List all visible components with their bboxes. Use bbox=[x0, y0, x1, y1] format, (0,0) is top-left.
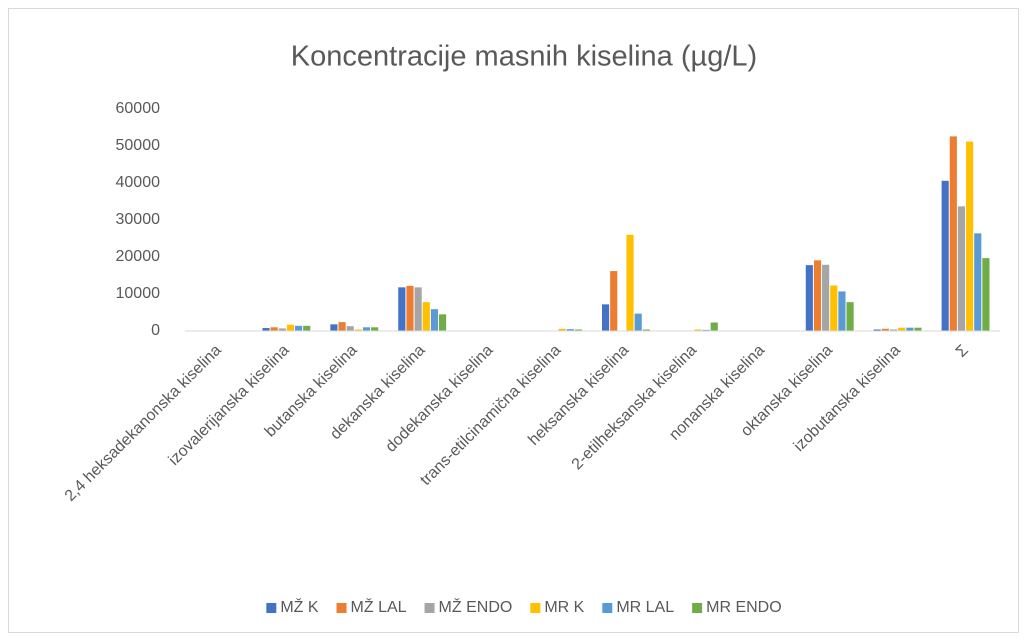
bar bbox=[873, 329, 881, 331]
legend-swatch bbox=[530, 603, 541, 613]
bar bbox=[602, 304, 610, 331]
bar bbox=[914, 327, 922, 331]
chart-border bbox=[8, 8, 1019, 633]
bar bbox=[982, 258, 990, 331]
legend-label: MŽ LAL bbox=[351, 597, 407, 616]
bar bbox=[813, 260, 822, 331]
bar bbox=[278, 328, 286, 331]
bar bbox=[414, 287, 422, 331]
bar bbox=[262, 328, 270, 331]
bar bbox=[949, 136, 957, 331]
bar bbox=[558, 328, 566, 331]
bar bbox=[566, 329, 574, 331]
bar bbox=[330, 324, 338, 331]
bar bbox=[702, 329, 710, 331]
legend-label: MR K bbox=[544, 599, 584, 616]
bar bbox=[830, 285, 838, 331]
bar bbox=[439, 314, 447, 331]
bar bbox=[270, 327, 278, 331]
legend-swatch bbox=[336, 603, 347, 613]
bar bbox=[941, 180, 949, 331]
bar bbox=[694, 329, 702, 331]
bar bbox=[805, 265, 813, 331]
chart-title: Koncentracije masnih kiselina (µg/L) bbox=[291, 41, 757, 73]
bar bbox=[362, 327, 371, 331]
y-tick-label: 30000 bbox=[116, 211, 161, 228]
bar bbox=[974, 233, 982, 331]
legend-label: MR LAL bbox=[616, 599, 674, 616]
bar bbox=[406, 285, 414, 331]
bar bbox=[338, 322, 346, 331]
bar bbox=[574, 329, 582, 331]
bar bbox=[838, 291, 846, 331]
bar bbox=[881, 328, 889, 331]
legend-swatch bbox=[266, 603, 277, 613]
y-tick-label: 40000 bbox=[116, 174, 161, 191]
bar bbox=[966, 141, 974, 331]
legend-swatch bbox=[424, 603, 435, 613]
bar bbox=[898, 327, 906, 331]
bar bbox=[286, 324, 295, 331]
bar bbox=[610, 271, 618, 331]
bar bbox=[398, 287, 406, 331]
bar bbox=[346, 326, 354, 331]
bar bbox=[642, 329, 650, 331]
bar bbox=[371, 327, 379, 331]
bar bbox=[889, 329, 898, 331]
legend-label: MŽ K bbox=[280, 597, 319, 616]
bar bbox=[906, 327, 914, 331]
bar bbox=[303, 325, 311, 331]
bar bbox=[430, 309, 439, 331]
legend-swatch bbox=[692, 603, 703, 613]
y-tick-label: 50000 bbox=[116, 137, 161, 154]
legend-label: MŽ ENDO bbox=[439, 597, 513, 616]
bar bbox=[957, 206, 966, 331]
y-tick-label: 20000 bbox=[116, 248, 161, 265]
y-tick-label: 0 bbox=[151, 322, 160, 339]
bar bbox=[626, 234, 634, 331]
bar bbox=[710, 322, 718, 331]
bar bbox=[634, 313, 642, 331]
bar bbox=[354, 329, 362, 331]
bar bbox=[295, 325, 303, 331]
bar bbox=[822, 264, 830, 331]
y-tick-label: 10000 bbox=[116, 285, 161, 302]
bar bbox=[846, 302, 854, 331]
legend-label: MR ENDO bbox=[706, 599, 782, 616]
bar bbox=[422, 302, 430, 331]
legend-swatch bbox=[602, 603, 613, 613]
y-tick-label: 60000 bbox=[116, 100, 161, 117]
